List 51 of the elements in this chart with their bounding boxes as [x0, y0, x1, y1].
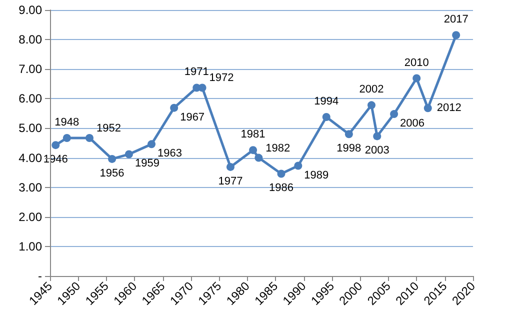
point: [108, 154, 116, 163]
annotation: 1948: [54, 116, 80, 128]
annotation: 1963: [158, 148, 182, 160]
y-tick-label: 4.00: [18, 150, 42, 165]
annotation: 1959: [134, 158, 160, 170]
point: [254, 154, 263, 162]
point: [52, 141, 60, 150]
point: [344, 130, 353, 138]
point: [452, 31, 460, 40]
point: [62, 134, 71, 142]
annotation: 2002: [359, 84, 384, 96]
point: [277, 170, 286, 178]
y-tick-label: 7.00: [18, 62, 42, 76]
point: [249, 146, 258, 154]
annotation: 1986: [269, 182, 294, 194]
y-tick-label: 3.00: [18, 180, 42, 194]
annotation: 1952: [96, 122, 121, 134]
annotation: 1998: [336, 142, 362, 155]
annotation: 1972: [209, 72, 234, 84]
y-tick-label: 2.00: [18, 210, 42, 224]
y-tick-label: -: [38, 269, 42, 283]
point: [390, 110, 398, 118]
annotation: 1982: [266, 142, 290, 154]
annotation: 1989: [304, 169, 329, 182]
annotation: 1977: [218, 175, 243, 188]
y-tick-label: 9.00: [18, 3, 42, 17]
point: [170, 104, 178, 112]
point: [412, 74, 421, 82]
y-tick-label: 1.00: [18, 239, 42, 254]
annotation: 1956: [100, 167, 124, 180]
annotation: 2010: [404, 56, 429, 69]
point: [124, 150, 133, 158]
annotation: 1967: [180, 111, 205, 124]
point: [148, 140, 156, 148]
point: [85, 134, 94, 142]
point: [424, 104, 432, 112]
annotation: 1981: [240, 128, 266, 141]
annotation: 2003: [364, 144, 390, 157]
annotation: 2012: [436, 102, 462, 114]
point: [226, 162, 234, 171]
y-tick-label: 8.00: [18, 32, 42, 47]
point: [322, 112, 330, 121]
y-tick-label: 6.00: [18, 92, 42, 106]
point: [373, 132, 382, 140]
point: [294, 162, 302, 170]
y-tick-label: 5.00: [18, 121, 42, 136]
point: [367, 101, 376, 110]
annotation: 1994: [314, 95, 339, 108]
annotation: 2006: [400, 118, 425, 130]
annotation: 1971: [184, 66, 209, 78]
annotation: 2017: [444, 14, 468, 26]
